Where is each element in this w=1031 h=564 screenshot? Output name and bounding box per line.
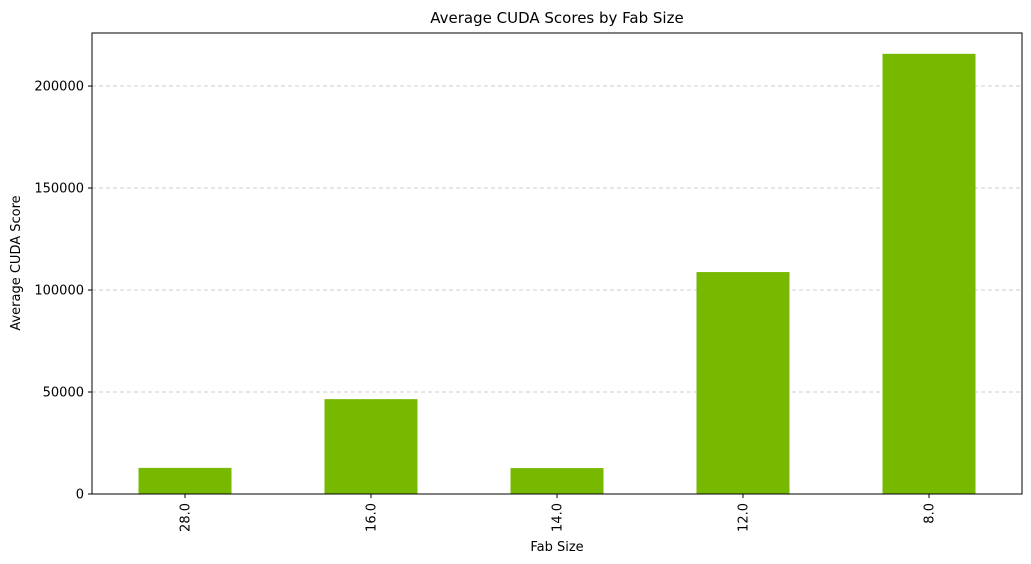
x-axis-ticks: 28.0 16.0 14.0 12.0 8.0 — [179, 494, 938, 532]
bar-12.0 — [696, 272, 790, 494]
x-tick-label: 8.0 — [923, 503, 938, 524]
bar-28.0 — [138, 467, 232, 494]
bar-14.0 — [510, 468, 604, 494]
x-tick-label: 28.0 — [179, 503, 194, 532]
y-tick-label: 0 — [76, 488, 84, 503]
gridlines — [92, 85, 1022, 393]
bar-16.0 — [324, 399, 418, 494]
bars — [138, 53, 976, 495]
y-tick-label: 100000 — [34, 284, 84, 299]
x-axis-label: Fab Size — [530, 540, 583, 555]
y-axis-label: Average CUDA Score — [9, 195, 24, 330]
chart-title: Average CUDA Scores by Fab Size — [430, 9, 683, 27]
y-tick-label: 50000 — [43, 386, 84, 401]
bar-8.0 — [882, 53, 976, 495]
x-tick-label: 12.0 — [737, 503, 752, 532]
y-tick-label: 200000 — [34, 80, 84, 95]
x-tick-label: 14.0 — [551, 503, 566, 532]
y-axis-ticks: 0 50000 100000 150000 200000 — [34, 80, 92, 503]
x-tick-label: 16.0 — [365, 503, 380, 532]
y-tick-label: 150000 — [34, 182, 84, 197]
